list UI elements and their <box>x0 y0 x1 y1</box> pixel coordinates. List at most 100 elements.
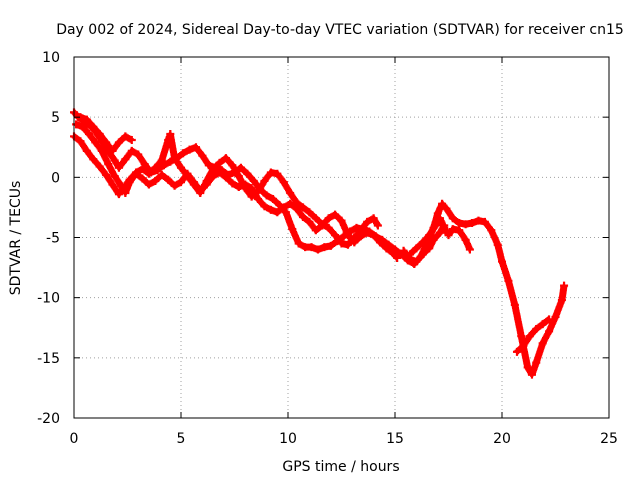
data-point <box>151 163 160 172</box>
y-tick-label: 10 <box>42 50 60 66</box>
data-point <box>166 157 175 166</box>
x-tick-labels: 0 5 10 15 20 25 <box>70 431 618 447</box>
data-point <box>110 156 119 165</box>
y-tick-label: 0 <box>51 170 60 186</box>
data-point <box>435 214 444 223</box>
y-tick-labels: -20 -15 -10 -5 0 5 10 <box>37 50 60 427</box>
data-point <box>288 225 297 234</box>
data-point <box>102 138 111 147</box>
data-point <box>292 198 301 207</box>
data-point <box>279 178 288 187</box>
data-point <box>429 235 438 244</box>
data-point <box>196 188 205 197</box>
x-tick-label: 5 <box>177 431 186 447</box>
data-point <box>356 226 365 235</box>
data-point <box>373 221 382 230</box>
data-point <box>286 188 295 197</box>
data-point <box>266 168 275 177</box>
data-point <box>157 170 166 179</box>
data-point <box>144 169 153 178</box>
data-point <box>532 324 541 333</box>
data-point <box>76 137 85 146</box>
data-point <box>82 115 91 124</box>
y-tick-label: 5 <box>51 110 60 126</box>
data-point <box>412 244 421 253</box>
data-point <box>320 243 329 252</box>
x-tick-label: 15 <box>386 431 404 447</box>
data-point <box>179 149 188 158</box>
data-point <box>84 130 93 139</box>
data-point <box>318 220 327 229</box>
series-sdtvar <box>70 108 569 379</box>
data-point <box>104 160 113 169</box>
data-point <box>209 164 218 173</box>
data-point <box>448 225 457 234</box>
x-axis-label: GPS time / hours <box>282 459 399 475</box>
data-point <box>78 122 87 131</box>
data-point <box>114 190 123 199</box>
data-point <box>551 312 560 321</box>
data-point <box>95 130 104 139</box>
data-point <box>326 241 335 250</box>
y-tick-label: -15 <box>37 351 60 367</box>
data-point <box>525 332 534 341</box>
data-point <box>247 192 256 201</box>
data-point <box>204 161 213 170</box>
data-point <box>185 145 194 154</box>
data-point <box>324 223 333 232</box>
data-point <box>461 220 470 229</box>
data-point <box>151 176 160 185</box>
data-point <box>560 281 569 290</box>
data-point <box>538 339 547 348</box>
data-point <box>95 162 104 171</box>
data-point <box>170 154 179 163</box>
y-axis-label: SDTVAR / TECUs <box>8 181 24 296</box>
data-point <box>72 120 81 129</box>
data-point <box>455 226 464 235</box>
data-point <box>498 257 506 266</box>
data-point <box>448 214 457 223</box>
data-point <box>236 163 245 172</box>
data-point <box>438 199 447 208</box>
data-point <box>510 300 519 309</box>
data-point <box>262 191 271 200</box>
data-point <box>273 169 282 178</box>
data-point <box>493 240 502 249</box>
data-point <box>228 179 237 188</box>
data-point <box>298 203 307 212</box>
data-point <box>519 341 528 350</box>
data-point <box>140 160 149 169</box>
data-point <box>164 175 173 184</box>
data-point <box>191 143 200 152</box>
data-point <box>89 122 98 131</box>
x-tick-label: 0 <box>70 431 79 447</box>
data-point <box>431 221 440 230</box>
data-point <box>517 332 526 341</box>
data-point <box>82 146 91 155</box>
data-point <box>108 146 117 155</box>
data-point <box>337 216 346 225</box>
data-point <box>461 235 470 244</box>
data-point <box>487 226 496 235</box>
data-point <box>243 169 252 178</box>
data-point <box>198 151 207 160</box>
data-series <box>70 108 569 379</box>
data-point <box>215 168 224 177</box>
y-tick-label: -5 <box>46 231 60 247</box>
data-point <box>269 194 278 203</box>
data-point <box>249 176 258 185</box>
data-point <box>254 187 263 196</box>
x-tick-label: 10 <box>279 431 297 447</box>
data-point <box>102 170 111 179</box>
y-tick-label: -10 <box>37 291 60 307</box>
data-point <box>468 219 477 228</box>
data-point <box>465 245 474 254</box>
data-point <box>311 226 320 235</box>
data-point <box>376 238 385 247</box>
data-point <box>435 228 444 237</box>
data-point <box>504 276 513 285</box>
data-point <box>545 315 554 324</box>
data-point <box>273 208 282 217</box>
data-point <box>234 172 243 181</box>
